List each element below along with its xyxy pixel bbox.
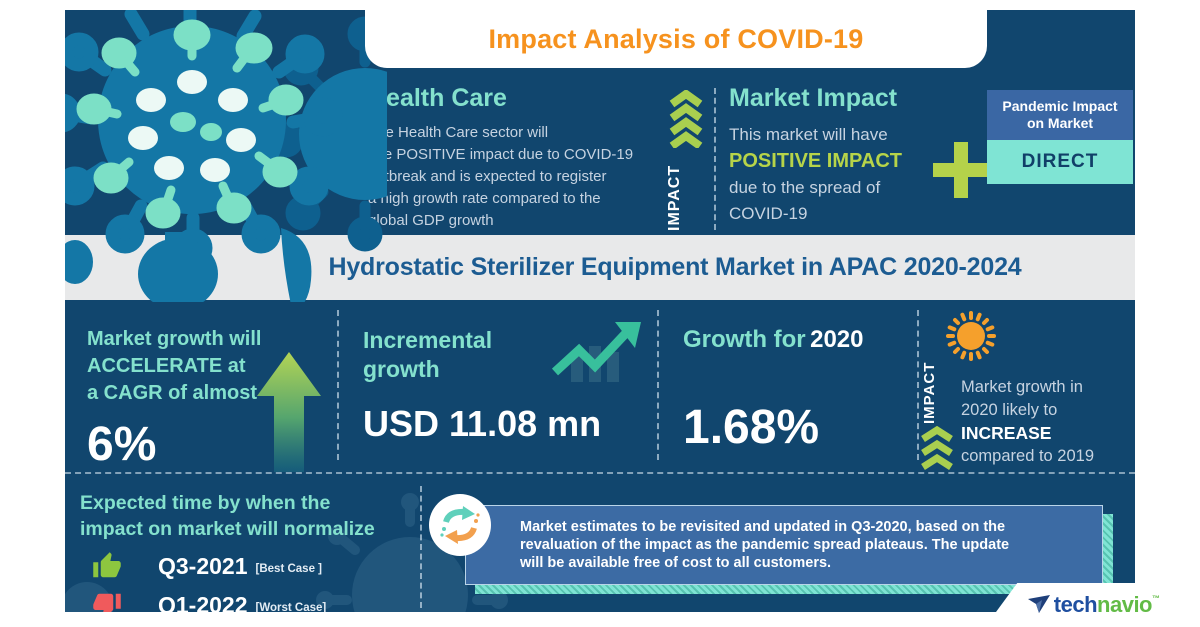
healthcare-body: The Health Care sector will see POSITIVE…: [368, 124, 634, 229]
cagr-value: 6%: [87, 418, 157, 471]
best-case-value: Q3-2021: [158, 552, 248, 579]
brand-wedge: tech navio ™: [985, 583, 1200, 627]
healthcare-section: Health Care The Health Care sector will …: [368, 84, 668, 232]
impact-2020-stat: IMPACT Market growth in 2020 likely to I…: [917, 300, 1135, 472]
refresh-icon: [429, 494, 491, 556]
vertical-divider: [657, 310, 659, 460]
virus-icon: [946, 311, 996, 361]
sector-impact-indicator: IMPACT: [666, 89, 706, 237]
worst-case-value: Q1-2022: [158, 591, 248, 613]
thumbs-up-icon: [93, 552, 121, 578]
chevrons-up-icon: [669, 89, 703, 150]
thumbs-down-icon: [93, 593, 121, 612]
cagr-stat: Market growth will ACCELERATE at a CAGR …: [65, 300, 337, 472]
vertical-divider: [337, 310, 339, 460]
horizontal-divider: [65, 472, 1135, 474]
pandemic-impact-value: DIRECT: [987, 140, 1133, 184]
growth-2020-value: 1.68%: [683, 401, 820, 454]
worst-case-row: Q1-2022 [Worst Case]: [92, 590, 420, 612]
incremental-growth-value: USD 11.08 mn: [363, 403, 602, 444]
normalize-section: Expected time by when the impact on mark…: [80, 490, 420, 612]
impact-vertical-label: IMPACT: [921, 361, 938, 424]
growth-2020-stat: Growth for 2020 1.68%: [683, 326, 864, 454]
update-note-text: Market estimates to be revisited and upd…: [520, 519, 1010, 571]
positive-impact-highlight: POSITIVE IMPACT: [729, 150, 902, 172]
market-impact-section: Market Impact This market will have POSI…: [729, 84, 959, 227]
stats-row: Market growth will ACCELERATE at a CAGR …: [65, 300, 1135, 472]
best-case-label: [Best Case ]: [255, 562, 322, 575]
incremental-growth-stat: Incremental growth USD 11.08 mn: [337, 300, 657, 472]
up-arrow-icon: [257, 352, 321, 472]
best-case-row: Q3-2021 [Best Case ]: [92, 551, 420, 581]
worst-case-label: [Worst Case]: [255, 601, 327, 613]
banner-title: Impact Analysis of COVID-19: [488, 23, 864, 54]
trend-up-icon: [551, 322, 641, 382]
vertical-divider: [917, 310, 919, 460]
banner: Impact Analysis of COVID-19: [365, 10, 987, 68]
vertical-divider: [714, 88, 716, 230]
vertical-divider: [420, 486, 422, 608]
covid-impact-poster: Impact Analysis of COVID-19 Health Care …: [65, 10, 1135, 612]
pandemic-impact-label: Pandemic Impact on Market: [987, 90, 1133, 140]
impact-2020-text: Market growth in 2020 likely to INCREASE…: [961, 378, 1095, 465]
plus-icon: [933, 142, 989, 198]
technavio-arrow-icon: [1027, 595, 1050, 613]
report-title: Hydrostatic Sterilizer Equipment Market …: [328, 253, 1022, 281]
technavio-logo: tech navio ™: [1027, 592, 1160, 618]
coronavirus-illustration: [65, 10, 387, 302]
healthcare-title: Health Care: [368, 84, 507, 112]
market-impact-title: Market Impact: [729, 84, 898, 112]
pandemic-impact-box: Pandemic Impact on Market DIRECT: [987, 90, 1133, 184]
chevrons-up-icon: [921, 426, 953, 470]
report-title-band: Hydrostatic Sterilizer Equipment Market …: [65, 235, 1135, 300]
impact-vertical-label: IMPACT: [666, 164, 683, 232]
update-note: Market estimates to be revisited and upd…: [465, 505, 1103, 585]
